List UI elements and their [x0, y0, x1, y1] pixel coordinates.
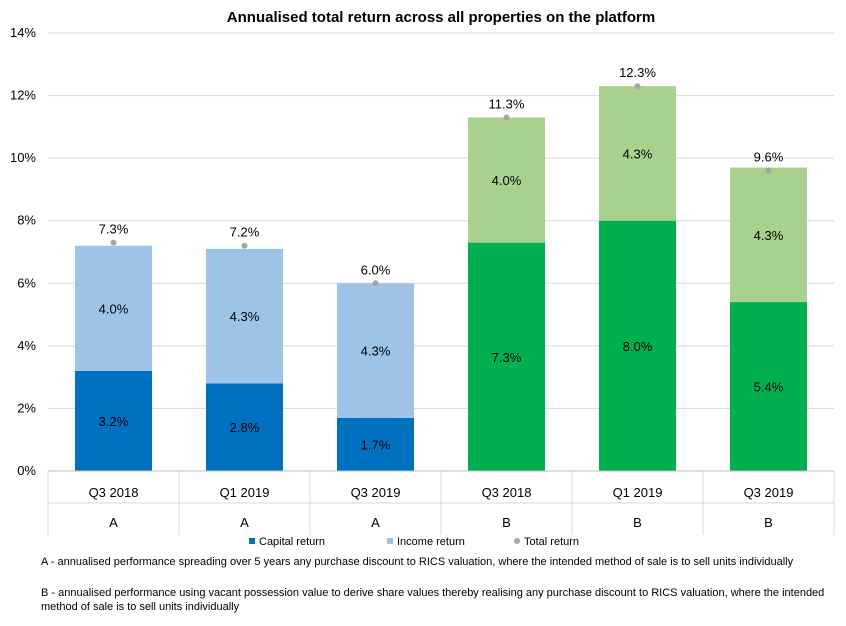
- y-tick-label: 12%: [10, 88, 36, 103]
- legend: Capital return Income return Total return: [249, 536, 579, 548]
- capital-return-label: 5.4%: [754, 380, 784, 395]
- income-return-bar: [468, 117, 545, 243]
- income-return-label: 4.3%: [361, 344, 391, 359]
- y-tick-label: 2%: [17, 400, 36, 415]
- data-labels: 3.2% 4.0% 2.8% 4.3% 1.7% 4.3% 7.3% 4.0% 8.0% 4.3%…: [99, 65, 784, 452]
- x-group-label: B: [764, 515, 773, 530]
- x-group-label: B: [502, 515, 511, 530]
- y-tick-label: 6%: [17, 275, 36, 290]
- x-category-label: Q3 2019: [744, 485, 794, 500]
- legend-label: Capital return: [259, 536, 325, 548]
- footnote-a: A - annualised performance spreading ove…: [41, 556, 794, 568]
- total-return-point: [765, 167, 772, 174]
- legend-swatch: [387, 538, 393, 544]
- legend-marker: [514, 538, 520, 544]
- x-group-label: A: [109, 515, 118, 530]
- total-return-markers: [110, 83, 772, 287]
- legend-label: Income return: [397, 536, 465, 548]
- y-tick-label: 14%: [10, 25, 36, 40]
- total-return-point: [372, 280, 379, 287]
- income-return-label: 4.0%: [492, 173, 522, 188]
- income-return-bar: [337, 283, 414, 418]
- income-return-label: 4.0%: [99, 301, 129, 316]
- capital-return-bar: [468, 242, 545, 471]
- capital-return-bar: [599, 220, 676, 471]
- income-return-bar: [599, 86, 676, 221]
- income-return-label: 4.3%: [623, 146, 653, 161]
- capital-return-bar: [730, 302, 807, 471]
- capital-return-label: 3.2%: [99, 414, 129, 429]
- capital-return-label: 8.0%: [623, 339, 653, 354]
- legend-swatch: [249, 538, 255, 544]
- total-return-label: 6.0%: [361, 262, 391, 277]
- legend-label: Total return: [524, 536, 579, 548]
- x-group-label: A: [371, 515, 380, 530]
- income-return-bar: [730, 167, 807, 303]
- y-tick-label: 8%: [17, 213, 36, 228]
- income-return-label: 4.3%: [230, 309, 260, 324]
- chart-title: Annualised total return across all prope…: [227, 9, 655, 26]
- capital-return-bar: [206, 383, 283, 471]
- total-return-point: [503, 114, 510, 121]
- y-tick-label: 10%: [10, 150, 36, 165]
- y-tick-label: 4%: [17, 338, 36, 353]
- bars: [75, 86, 807, 471]
- income-return-label: 4.3%: [754, 228, 784, 243]
- footnote-b: B - annualised performance using vacant …: [41, 587, 825, 613]
- x-category-label: Q3 2018: [482, 485, 532, 500]
- income-return-bar: [75, 245, 152, 371]
- x-category-label: Q3 2019: [351, 485, 401, 500]
- x-category-label: Q1 2019: [220, 485, 270, 500]
- total-return-label: 9.6%: [754, 150, 784, 165]
- total-return-point: [241, 242, 248, 249]
- capital-return-label: 2.8%: [230, 420, 260, 435]
- total-return-label: 12.3%: [619, 65, 656, 80]
- total-return-label: 7.3%: [99, 222, 129, 237]
- total-return-point: [634, 83, 641, 90]
- x-group-label: B: [633, 515, 642, 530]
- y-axis: 0% 2% 4% 6% 8% 10% 12% 14%: [10, 25, 36, 478]
- x-group-label: A: [240, 515, 249, 530]
- x-axis: Q3 2018 A Q1 2019 A Q3 2019 A Q3 2018 B Q1 2019 B…: [47, 470, 835, 535]
- x-category-label: Q3 2018: [89, 485, 139, 500]
- capital-return-label: 7.3%: [492, 350, 522, 365]
- total-return-label: 11.3%: [489, 96, 525, 111]
- y-tick-label: 0%: [17, 463, 36, 478]
- income-return-bar: [206, 248, 283, 384]
- total-return-label: 7.2%: [230, 225, 260, 240]
- capital-return-label: 1.7%: [361, 437, 391, 452]
- gridlines: [48, 32, 834, 409]
- capital-return-bar: [75, 370, 152, 471]
- x-category-label: Q1 2019: [613, 485, 663, 500]
- total-return-point: [110, 239, 117, 246]
- capital-return-bar: [337, 417, 414, 471]
